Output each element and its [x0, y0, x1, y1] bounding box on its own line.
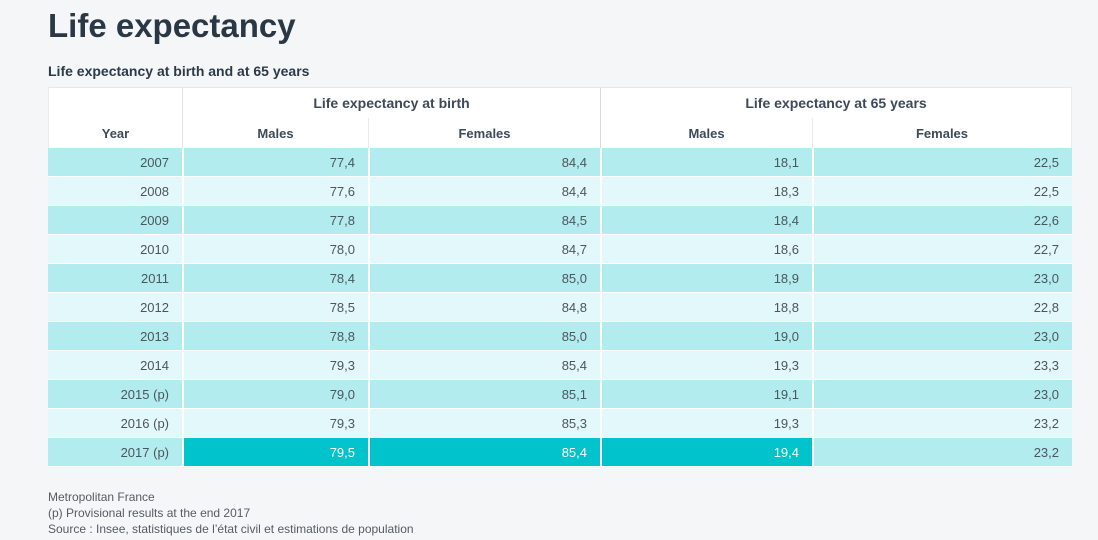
value-cell: 79,3 — [182, 409, 368, 438]
value-cell: 22,7 — [812, 235, 1073, 264]
table-row: 2008 77,6 84,4 18,3 22,5 — [48, 177, 1073, 206]
value-cell: 85,4 — [368, 351, 601, 380]
table-header: Life expectancy at birth Life expectancy… — [48, 87, 1073, 148]
value-cell: 23,0 — [812, 380, 1073, 409]
value-cell: 77,6 — [182, 177, 368, 206]
males-at-birth-header: Males — [182, 118, 368, 148]
value-cell: 78,5 — [182, 293, 368, 322]
table-title: Life expectancy at birth and at 65 years — [48, 63, 310, 79]
year-column-header: Year — [48, 118, 182, 148]
value-cell: 19,0 — [600, 322, 813, 351]
table-row: 2012 78,5 84,8 18,8 22,8 — [48, 293, 1073, 322]
value-cell: 23,2 — [812, 409, 1073, 438]
value-cell: 84,5 — [368, 206, 601, 235]
value-cell: 23,3 — [812, 351, 1073, 380]
value-cell: 78,4 — [182, 264, 368, 293]
females-at-65-header: Females — [812, 118, 1073, 148]
value-cell: 77,4 — [182, 148, 368, 177]
value-cell: 18,4 — [600, 206, 813, 235]
table-row: 2016 (p) 79,3 85,3 19,3 23,2 — [48, 409, 1073, 438]
value-cell: 84,4 — [368, 148, 601, 177]
males-at-65-header: Males — [600, 118, 813, 148]
value-cell: 85,4 — [368, 438, 601, 467]
value-cell: 85,3 — [368, 409, 601, 438]
table-row: 2007 77,4 84,4 18,1 22,5 — [48, 148, 1073, 177]
corner-cell — [48, 87, 182, 118]
table-row: 2014 79,3 85,4 19,3 23,3 — [48, 351, 1073, 380]
value-cell: 84,8 — [368, 293, 601, 322]
value-cell: 23,0 — [812, 322, 1073, 351]
value-cell: 19,4 — [600, 438, 813, 467]
year-cell: 2012 — [48, 293, 182, 322]
value-cell: 84,4 — [368, 177, 601, 206]
value-cell: 79,5 — [182, 438, 368, 467]
year-cell: 2013 — [48, 322, 182, 351]
group-header-at-birth: Life expectancy at birth — [182, 87, 601, 118]
year-cell: 2014 — [48, 351, 182, 380]
page-title: Life expectancy — [48, 7, 296, 44]
value-cell: 22,5 — [812, 148, 1073, 177]
value-cell: 19,3 — [600, 409, 813, 438]
table-row: 2017 (p) 79,5 85,4 19,4 23,2 — [48, 438, 1073, 467]
table-body: 2007 77,4 84,4 18,1 22,5 2008 77,6 84,4 18,3 22,5… — [48, 148, 1073, 467]
table-row: 2010 78,0 84,7 18,6 22,7 — [48, 235, 1073, 264]
value-cell: 85,0 — [368, 264, 601, 293]
value-cell: 78,8 — [182, 322, 368, 351]
value-cell: 85,0 — [368, 322, 601, 351]
females-at-birth-header: Females — [368, 118, 601, 148]
table-row: 2011 78,4 85,0 18,9 23,0 — [48, 264, 1073, 293]
value-cell: 84,7 — [368, 235, 601, 264]
year-cell: 2011 — [48, 264, 182, 293]
year-cell: 2008 — [48, 177, 182, 206]
table-row: 2013 78,8 85,0 19,0 23,0 — [48, 322, 1073, 351]
value-cell: 23,2 — [812, 438, 1073, 467]
table-row: 2015 (p) 79,0 85,1 19,1 23,0 — [48, 380, 1073, 409]
note-coverage: Metropolitan France — [48, 490, 155, 504]
value-cell: 18,1 — [600, 148, 813, 177]
value-cell: 77,8 — [182, 206, 368, 235]
note-provisional: (p) Provisional results at the end 2017 — [48, 506, 251, 520]
value-cell: 18,8 — [600, 293, 813, 322]
group-header-at-65-years: Life expectancy at 65 years — [600, 87, 1073, 118]
note-source: Source : Insee, statistiques de l’état c… — [48, 522, 414, 536]
value-cell: 22,5 — [812, 177, 1073, 206]
value-cell: 22,8 — [812, 293, 1073, 322]
year-cell: 2016 (p) — [48, 409, 182, 438]
year-cell: 2015 (p) — [48, 380, 182, 409]
value-cell: 78,0 — [182, 235, 368, 264]
value-cell: 18,9 — [600, 264, 813, 293]
footnotes: Metropolitan France (p) Provisional resu… — [48, 489, 1072, 537]
value-cell: 19,3 — [600, 351, 813, 380]
value-cell: 85,1 — [368, 380, 601, 409]
year-cell: 2007 — [48, 148, 182, 177]
value-cell: 19,1 — [600, 380, 813, 409]
table-row: 2009 77,8 84,5 18,4 22,6 — [48, 206, 1073, 235]
value-cell: 18,3 — [600, 177, 813, 206]
value-cell: 79,0 — [182, 380, 368, 409]
year-cell: 2009 — [48, 206, 182, 235]
column-header-row: Year Males Females Males Females — [48, 118, 1073, 148]
value-cell: 22,6 — [812, 206, 1073, 235]
year-cell: 2017 (p) — [48, 438, 182, 467]
value-cell: 79,3 — [182, 351, 368, 380]
value-cell: 18,6 — [600, 235, 813, 264]
group-header-row: Life expectancy at birth Life expectancy… — [48, 87, 1073, 118]
value-cell: 23,0 — [812, 264, 1073, 293]
year-cell: 2010 — [48, 235, 182, 264]
life-expectancy-table: Life expectancy at birth Life expectancy… — [48, 87, 1073, 467]
